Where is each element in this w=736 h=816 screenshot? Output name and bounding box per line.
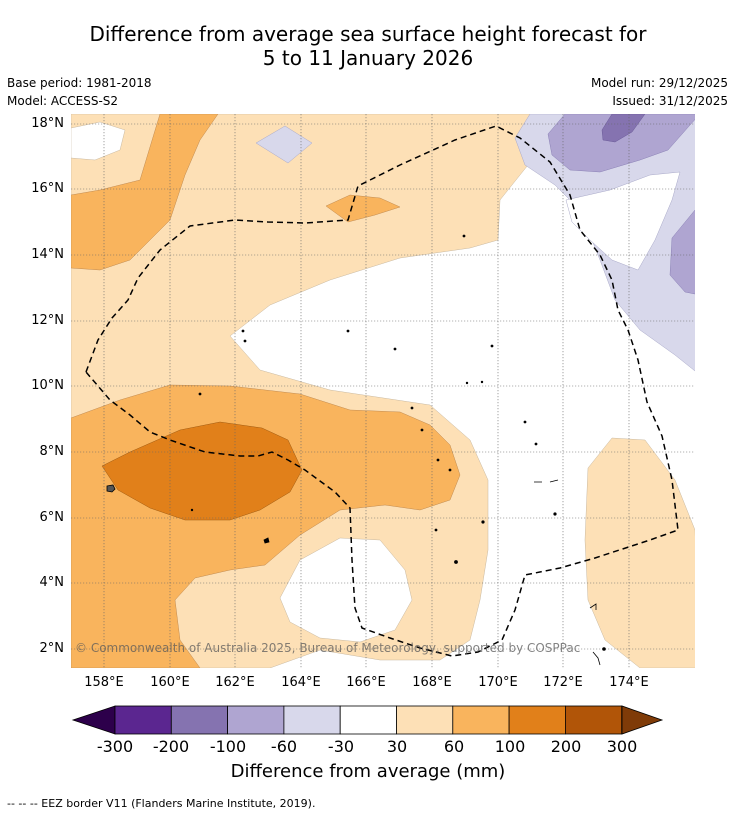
lon-label-170E: 170°E (478, 675, 518, 690)
colorbar-segment (508, 705, 566, 735)
colorbar-tick-30: 30 (386, 737, 408, 756)
colorbar-segment (283, 705, 341, 735)
lat-label-12N: 12°N (31, 313, 64, 328)
colorbar-tick-neg300: -300 (96, 737, 134, 756)
islands (106, 234, 606, 666)
lon-label-172E: 172°E (543, 675, 583, 690)
lat-label-18N: 18°N (31, 116, 64, 131)
model-name: Model: ACCESS-S2 (7, 94, 119, 108)
colorbar-extend-high (621, 705, 664, 735)
colorbar-segment (565, 705, 623, 735)
chart-title: Difference from average sea surface heig… (0, 22, 736, 70)
base-period: Base period: 1981-2018 (7, 76, 152, 90)
lon-label-166E: 166°E (346, 675, 386, 690)
lat-label-14N: 14°N (31, 247, 64, 262)
colorbar-segment (227, 705, 285, 735)
colorbar-tick-neg60: -60 (270, 737, 298, 756)
colorbar-title: Difference from average (mm) (230, 761, 506, 782)
colorbar-extend-low (71, 705, 116, 735)
lon-label-160E: 160°E (150, 675, 190, 690)
copyright-notice: © Commonwealth of Australia 2025, Bureau… (75, 641, 581, 655)
lon-label-174E: 174°E (609, 675, 649, 690)
issued-date: Issued: 31/12/2025 (612, 94, 728, 108)
model-run: Model run: 29/12/2025 (590, 76, 728, 90)
eez-border (85, 125, 679, 657)
contour-neg-60-100-northeast (547, 114, 695, 173)
colorbar (71, 705, 664, 735)
lat-label-6N: 6°N (39, 510, 65, 525)
colorbar-tick-60: 60 (443, 737, 465, 756)
contour-neutral-hole-south (279, 537, 413, 643)
contour-neutral-northwest (71, 121, 126, 161)
meta-right: Model run: 29/12/2025 Issued: 31/12/2025 (591, 74, 728, 110)
colorbar-segment (170, 705, 229, 735)
lon-label-164E: 164°E (281, 675, 321, 690)
colorbar-segment (396, 705, 454, 735)
contour-100-200-core (101, 421, 303, 521)
lat-label-10N: 10°N (31, 378, 64, 393)
contour-neg-30-60-small (255, 125, 313, 164)
colorbar-tick-neg100: -100 (209, 737, 247, 756)
colorbar-segment (339, 705, 397, 735)
grid-lines (71, 114, 695, 668)
lat-label-2N: 2°N (39, 641, 65, 656)
colorbar-segment (452, 705, 510, 735)
colorbar-tick-200: 200 (550, 737, 582, 756)
lon-label-168E: 168°E (412, 675, 452, 690)
contour-neg-100-200-northeast (601, 114, 646, 143)
contour-neg-60-100-east (669, 209, 695, 295)
contour-60-100-west (71, 114, 219, 271)
colorbar-tick-300: 300 (606, 737, 638, 756)
meta-left: Base period: 1981-2018 Model: ACCESS-S2 (7, 74, 152, 110)
lat-label-16N: 16°N (31, 181, 64, 196)
colorbar-tick-neg30: -30 (327, 737, 355, 756)
lat-label-8N: 8°N (39, 444, 65, 459)
title-line-1: Difference from average sea surface heig… (89, 22, 647, 46)
contour-layer (71, 114, 695, 668)
lon-label-162E: 162°E (215, 675, 255, 690)
contour-30-60-east (584, 437, 695, 668)
colorbar-segment (114, 705, 172, 735)
lat-label-4N: 4°N (39, 575, 65, 590)
colorbar-tick-100: 100 (494, 737, 526, 756)
title-line-2: 5 to 11 January 2026 (262, 46, 474, 70)
eez-legend: -- -- -- EEZ border V11 (Flanders Marine… (7, 797, 316, 810)
contour-60-100-north (325, 194, 401, 223)
lon-label-158E: 158°E (84, 675, 124, 690)
colorbar-tick-neg200: -200 (152, 737, 190, 756)
